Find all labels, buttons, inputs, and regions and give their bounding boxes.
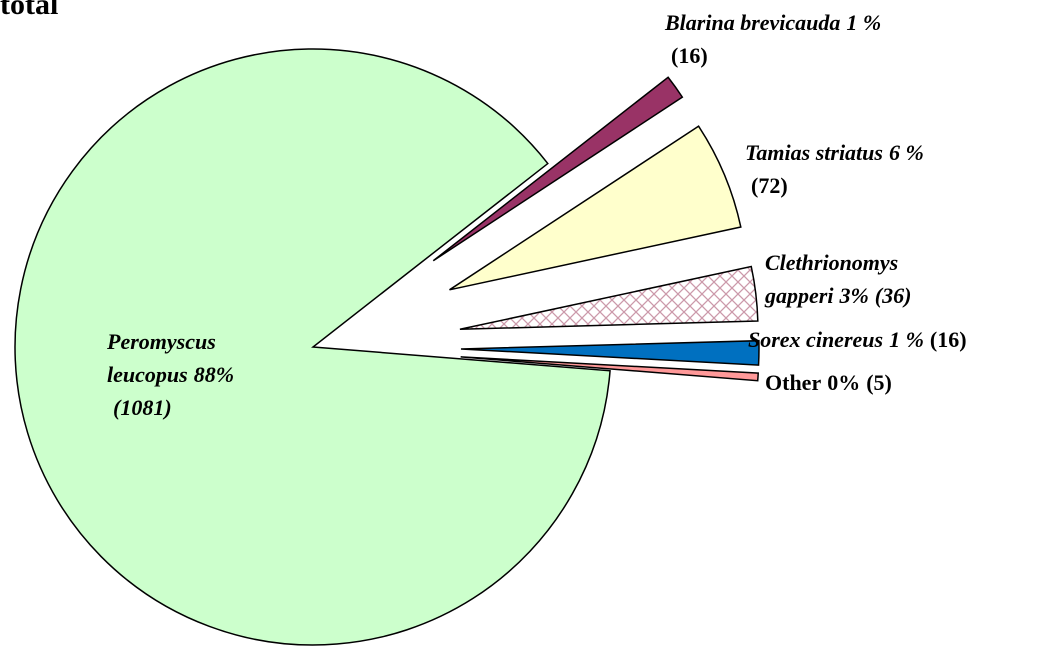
pie-slice bbox=[449, 125, 742, 291]
count-label: (1081) bbox=[113, 395, 172, 420]
percent-label: 3% bbox=[839, 283, 869, 308]
pie-slice bbox=[459, 265, 759, 331]
percent-label: 1 % bbox=[889, 327, 924, 352]
count-label: (16) bbox=[671, 43, 708, 68]
slice-label: Clethrionomys gapperi 3% (36) bbox=[765, 246, 975, 312]
percent-label: 88% bbox=[193, 362, 235, 387]
slice-label: Tamias striatus 6 % (72) bbox=[745, 136, 955, 202]
category-label: Sorex cinereus bbox=[748, 327, 884, 352]
percent-label: 6 % bbox=[888, 140, 924, 165]
percent-label: 0% bbox=[827, 370, 861, 395]
slice-label: Other 0% (5) bbox=[765, 366, 1015, 399]
chart-title: total bbox=[0, 0, 59, 21]
category-label: Blarina brevicauda bbox=[665, 10, 841, 35]
slice-label: Peromyscus leucopus 88% (1081) bbox=[107, 325, 267, 424]
slice-label: Blarina brevicauda 1 % (16) bbox=[665, 6, 905, 72]
category-label: Peromyscus leucopus bbox=[107, 329, 216, 387]
category-label: Other bbox=[765, 370, 822, 395]
category-label: Tamias striatus bbox=[745, 140, 883, 165]
pie-slice bbox=[432, 76, 684, 262]
count-label: (72) bbox=[751, 173, 788, 198]
percent-label: 1 % bbox=[846, 10, 882, 35]
category-label: Clethrionomys gapperi bbox=[765, 250, 899, 308]
pie-slice bbox=[14, 48, 611, 646]
count-label: (36) bbox=[874, 283, 912, 308]
pie-slice bbox=[460, 356, 760, 382]
count-label: (5) bbox=[866, 370, 892, 395]
count-label: (16) bbox=[929, 327, 967, 352]
pie-slice bbox=[460, 339, 760, 366]
slice-label: Sorex cinereus 1 % (16) bbox=[748, 323, 1052, 356]
